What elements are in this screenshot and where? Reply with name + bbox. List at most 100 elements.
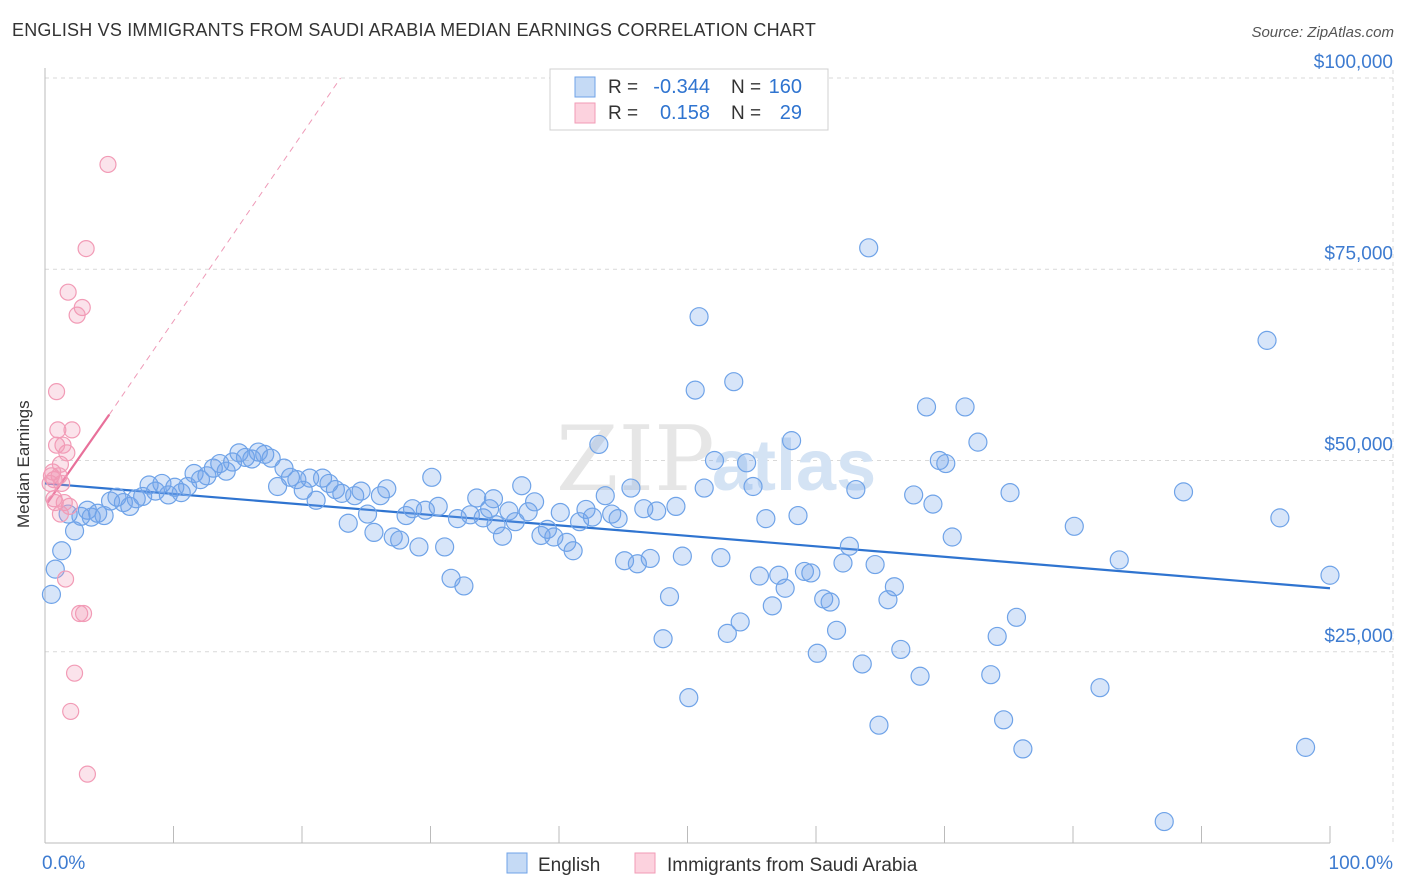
legend-n-value-1: 160 [769, 76, 802, 98]
english-point [1006, 607, 1027, 627]
english-point [145, 481, 166, 501]
saudi-point [65, 664, 84, 682]
legend-english-label[interactable]: English [538, 855, 600, 876]
english-point [454, 576, 474, 596]
english-point [492, 526, 513, 546]
english-point [627, 554, 647, 574]
english-point [428, 496, 448, 516]
english-point [41, 584, 62, 604]
english-point [801, 563, 821, 583]
english-point [679, 688, 699, 708]
english-point [582, 507, 603, 527]
english-point [826, 620, 847, 640]
english-point [884, 577, 904, 597]
english-point [338, 513, 358, 533]
trend-lines [44, 77, 1331, 590]
english-point [351, 481, 371, 501]
english-point [711, 548, 731, 568]
saudi-point [78, 765, 97, 783]
y-tick-label-2: $75,000 [1324, 243, 1393, 264]
saudi-point [58, 444, 76, 462]
english-point [1000, 483, 1020, 503]
english-point [518, 502, 538, 522]
english-point [788, 505, 808, 526]
english-point [839, 536, 860, 556]
english-point [647, 501, 667, 521]
x-tick-labels: 0.0% 100.0% [42, 853, 1393, 874]
english-point [942, 527, 962, 547]
english-point [1064, 516, 1084, 536]
english-point [936, 453, 956, 474]
english-point [306, 490, 326, 510]
english-point [621, 478, 641, 498]
saudi-point [53, 474, 71, 493]
english-point [781, 431, 802, 451]
english-point [133, 486, 153, 507]
english-point [261, 448, 281, 468]
english-point [833, 553, 853, 573]
english-point [694, 478, 714, 498]
english-point [923, 494, 943, 514]
english-point [415, 500, 435, 520]
english-point [608, 509, 628, 529]
saudi-point [74, 604, 93, 623]
english-point [390, 530, 410, 550]
english-point [357, 504, 378, 524]
legend-n-value-2: 29 [780, 102, 802, 124]
saudi-point [63, 421, 81, 439]
english-point [1013, 739, 1033, 759]
legend-r-value-2: 0.158 [660, 102, 710, 124]
english-point [859, 238, 879, 258]
english-point [717, 623, 737, 643]
saudi-point [49, 421, 67, 439]
english-point [865, 554, 885, 575]
english-point [422, 467, 442, 487]
legend-r-value-1: -0.344 [653, 76, 710, 98]
english-point [672, 546, 692, 566]
english-point [1295, 737, 1316, 757]
english-point [1109, 550, 1129, 570]
english-point [544, 527, 564, 547]
english-point [312, 468, 333, 488]
english-point [981, 665, 1001, 685]
english-point [235, 447, 256, 468]
saudi-point [71, 604, 89, 623]
saudi-point [62, 702, 80, 721]
legend-saudi-swatch[interactable] [634, 852, 656, 874]
saudi-point [60, 497, 79, 515]
english-point [775, 578, 795, 598]
english-point [891, 639, 911, 660]
saudi-point [59, 283, 77, 301]
english-point [1270, 508, 1290, 528]
english-point [550, 502, 570, 523]
english-point [483, 489, 504, 509]
legend-saudi-label[interactable]: Immigrants from Saudi Arabia [667, 855, 918, 876]
legend-r-label-2: R = [608, 103, 638, 124]
series-legend: English Immigrants from Saudi Arabia [506, 852, 918, 876]
english-point [916, 397, 937, 417]
english-point [685, 380, 705, 400]
legend-swatch-saudi [574, 102, 596, 124]
legend-r-label-1: R = [608, 77, 638, 98]
legend-english-swatch[interactable] [506, 852, 528, 874]
english-point [987, 626, 1007, 647]
english-point [689, 307, 709, 327]
english-point [409, 537, 429, 557]
english-point [499, 501, 519, 521]
english-point [435, 537, 455, 557]
english-point [1154, 811, 1174, 832]
saudi-point [99, 155, 117, 174]
english-point [743, 476, 763, 497]
x-tick-label-start: 0.0% [42, 853, 85, 874]
english-point [569, 512, 590, 532]
x-tick-label-end: 100.0% [1329, 853, 1394, 874]
english-point [152, 473, 172, 494]
english-point [377, 479, 397, 499]
legend-n-label-1: N = [731, 77, 761, 98]
correlation-legend: R = -0.344 N = 160 R = 0.158 N = 29 [549, 68, 829, 131]
watermark: ZIP atlas [556, 407, 876, 512]
source-label: Source: ZipAtlas.com [1251, 24, 1394, 41]
y-tick-label-0: $25,000 [1324, 626, 1393, 647]
saudi-trend-extension [108, 77, 341, 415]
